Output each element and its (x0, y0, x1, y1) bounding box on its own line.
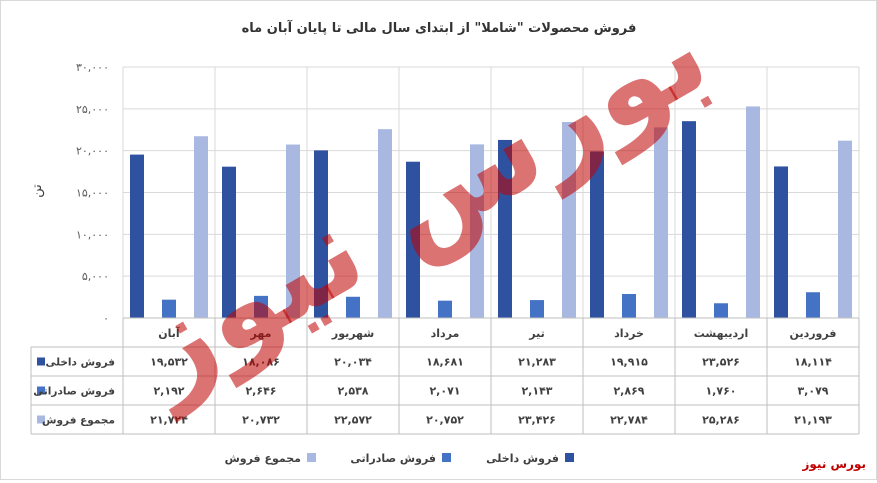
data-label: ۳,۰۷۹ (797, 385, 828, 398)
bar (682, 121, 696, 318)
data-label: ۲۱,۱۹۳ (794, 414, 832, 427)
bar (806, 292, 820, 318)
data-label: ۲۱,۲۸۳ (518, 356, 556, 369)
bar (162, 299, 176, 318)
data-label: ۲,۱۹۲ (153, 385, 184, 398)
bars (130, 106, 852, 319)
legend-swatch (565, 453, 574, 462)
data-label: ۲۵,۲۸۶ (702, 414, 740, 427)
chart-title: فروش محصولات "شاملا" از ابتدای سال مالی … (242, 19, 637, 36)
table-legend-key (37, 386, 45, 395)
y-tick-labels: ۰ ۵,۰۰۰ ۱۰,۰۰۰ ۱۵,۰۰۰ ۲۰,۰۰۰ ۲۵,۰۰۰ ۳۰,۰۰۰ (76, 61, 109, 325)
table-legend-key (37, 357, 45, 366)
bar (530, 300, 544, 318)
y-tick-label: ۱۵,۰۰۰ (76, 187, 109, 200)
bar (286, 144, 300, 318)
data-label: ۲۰,۰۳۴ (334, 356, 372, 369)
bar (774, 166, 788, 318)
bar (438, 300, 452, 318)
data-label: ۲,۱۴۳ (521, 385, 552, 398)
bar (470, 144, 484, 318)
y-tick-label: ۰ (103, 312, 109, 325)
y-tick-label: ۱۰,۰۰۰ (76, 228, 109, 241)
data-label: ۱۸,۰۸۶ (242, 356, 280, 369)
y-axis-label: تن (30, 184, 45, 198)
bar (838, 140, 852, 318)
bar (130, 154, 144, 318)
legend-label: فروش داخلی (486, 452, 559, 465)
bar (562, 122, 576, 318)
bar (222, 166, 236, 318)
data-label: ۱,۷۶۰ (705, 385, 736, 398)
category-label: مهر (250, 327, 272, 340)
data-label: ۱۸,۶۸۱ (426, 356, 464, 369)
y-tick-label: ۵,۰۰۰ (82, 270, 109, 283)
legend-swatch (307, 453, 316, 462)
legend-label: مجموع فروش (225, 452, 301, 465)
data-label: ۲,۰۷۱ (429, 385, 460, 398)
bar (622, 293, 636, 318)
bar (378, 129, 392, 318)
category-label: شهریور (331, 327, 374, 340)
data-label: ۲۱,۷۲۴ (150, 414, 188, 427)
bar (314, 150, 328, 318)
bar (194, 136, 208, 318)
data-label: ۱۹,۵۳۲ (150, 356, 188, 369)
data-label: ۲۳,۵۲۶ (702, 356, 740, 369)
table-series-name: فروش داخلی (45, 357, 115, 369)
bar (406, 161, 420, 318)
category-label: مرداد (431, 327, 460, 340)
bar (746, 106, 760, 319)
data-table: فروردین اردیبهشت خرداد تیر مرداد شهریور مهر آبا… (30, 317, 860, 435)
bar (498, 139, 512, 318)
data-label: ۲,۶۴۶ (245, 385, 276, 398)
data-label: ۲۰,۷۵۲ (426, 414, 464, 427)
data-label: ۲,۸۶۹ (613, 385, 644, 398)
table-legend-key (37, 415, 45, 424)
y-tick-label: ۳۰,۰۰۰ (76, 61, 109, 74)
category-label: خرداد (614, 327, 644, 340)
source-credit: بورس نیوز (802, 457, 866, 471)
table-series-name: مجموع فروش (42, 415, 115, 427)
data-label: ۲۳,۴۲۶ (518, 414, 556, 427)
data-label: ۲۲,۵۷۲ (334, 414, 372, 427)
data-label: ۲,۵۳۸ (337, 385, 368, 398)
data-label: ۱۹,۹۱۵ (610, 356, 648, 369)
bar (346, 296, 360, 318)
table-series-name: فروش صادراتی (33, 386, 115, 398)
y-tick-label: ۲۵,۰۰۰ (76, 103, 109, 116)
bar (654, 127, 668, 318)
category-label: اردیبهشت (694, 327, 748, 340)
gridlines (122, 66, 860, 319)
legend-label: فروش صادراتی (350, 452, 436, 465)
legend-swatch (442, 453, 451, 462)
category-label: فروردین (790, 327, 837, 340)
y-tick-label: ۲۰,۰۰۰ (76, 145, 109, 158)
bar (714, 303, 728, 318)
category-label: آبان (158, 326, 180, 340)
data-label: ۲۰,۷۳۲ (242, 414, 280, 427)
data-label: ۲۲,۷۸۴ (610, 414, 648, 427)
legend: فروش داخلی فروش صادراتی مجموع فروش (225, 452, 574, 465)
category-label: تیر (528, 327, 544, 340)
bar (254, 295, 268, 318)
bar (590, 151, 604, 318)
data-label: ۱۸,۱۱۴ (794, 356, 832, 369)
